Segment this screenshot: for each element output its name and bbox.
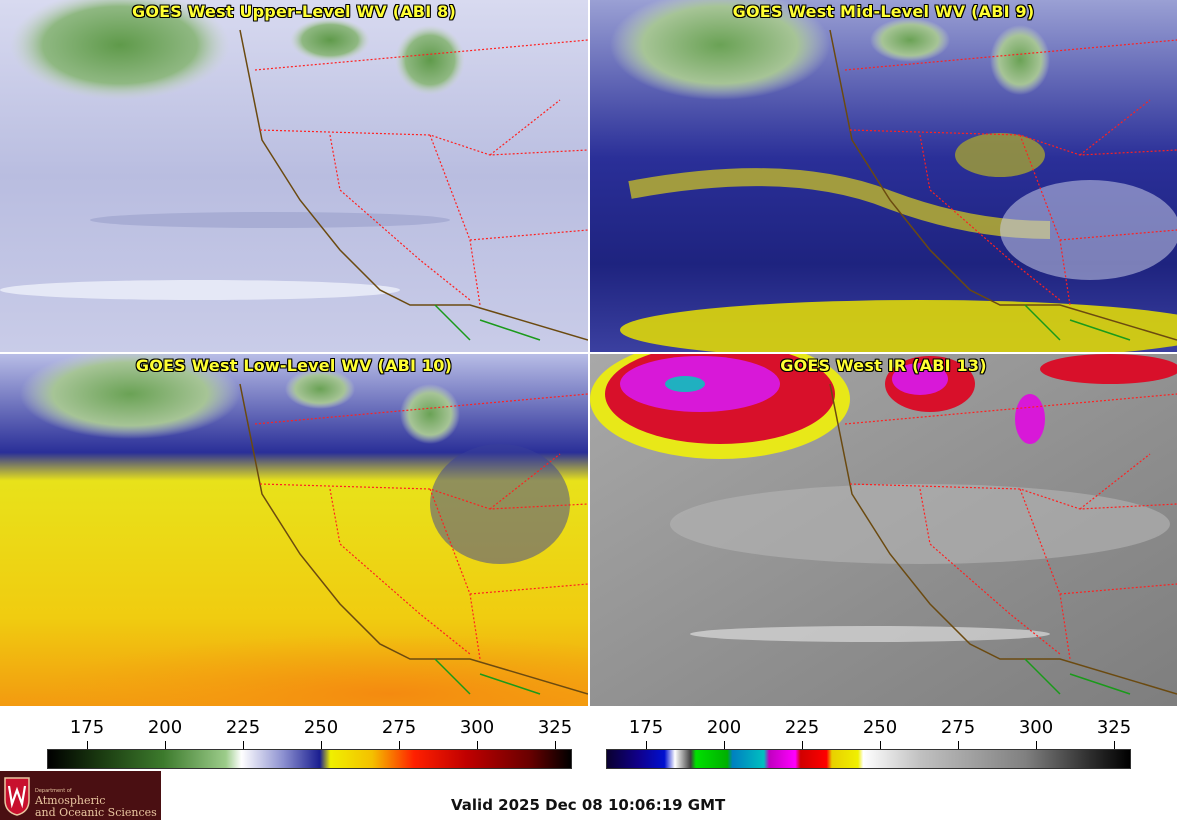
ir-tick-label: 300 [1018,717,1054,738]
ir-tick [724,741,725,749]
ir-tick-label: 175 [628,717,664,738]
wv-tick [165,741,166,749]
ir-image [590,354,1177,706]
wv-tick-label: 225 [225,717,261,738]
wv-upper-image [0,0,588,352]
ir-tick-label: 275 [940,717,976,738]
logo-dept-text: Department of [35,788,72,794]
ir-tick [646,741,647,749]
wv-colorbar-gradient [47,749,572,769]
ir-tick-label: 200 [706,717,742,738]
valid-timestamp: Valid 2025 Dec 08 10:06:19 GMT [451,796,726,814]
ir-tick-label: 225 [784,717,820,738]
wv-tick [321,741,322,749]
ir-tick [1036,741,1037,749]
uw-seal-icon [4,777,30,816]
wv-tick-label: 300 [459,717,495,738]
ir-tick-label: 250 [862,717,898,738]
wv-tick [477,741,478,749]
ir-tick [1114,741,1115,749]
wv-tick [399,741,400,749]
ir-tick [880,741,881,749]
logo-line1: Atmospheric [35,794,106,807]
ir-tick [802,741,803,749]
wv-tick-label: 200 [147,717,183,738]
wv-upper-panel: GOES West Upper-Level WV (ABI 8) [0,0,588,352]
wv-mid-panel: GOES West Mid-Level WV (ABI 9) [590,0,1177,352]
ir-tick-label: 325 [1096,717,1132,738]
wv-low-panel: GOES West Low-Level WV (ABI 10) [0,354,588,706]
wv-tick-label: 250 [303,717,339,738]
aos-logo: Department of Atmospheric and Oceanic Sc… [0,771,161,820]
wv-tick [87,741,88,749]
logo-line2: and Oceanic Sciences [35,806,157,819]
panel-title: GOES West Upper-Level WV (ABI 8) [132,2,456,21]
wv-tick-label: 275 [381,717,417,738]
wv-tick [243,741,244,749]
wv-tick [555,741,556,749]
wv-mid-image [590,0,1177,352]
panel-title: GOES West IR (ABI 13) [780,356,987,375]
panel-title: GOES West Mid-Level WV (ABI 9) [732,2,1035,21]
ir-tick [958,741,959,749]
wv-tick-label: 175 [69,717,105,738]
ir-colorbar-gradient [606,749,1131,769]
wv-tick-label: 325 [537,717,573,738]
panel-title: GOES West Low-Level WV (ABI 10) [135,356,453,375]
wv-low-image [0,354,588,706]
ir-panel: GOES West IR (ABI 13) [590,354,1177,706]
